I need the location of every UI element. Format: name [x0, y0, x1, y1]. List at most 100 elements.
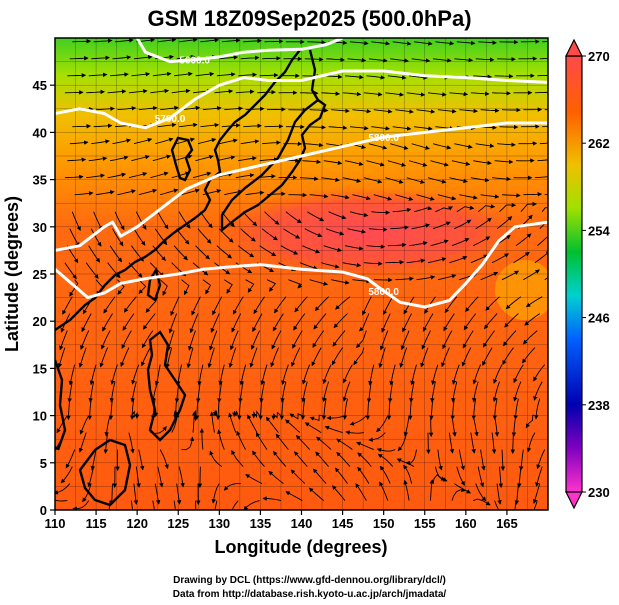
- streamline-arrow: [427, 92, 447, 97]
- streamline-arrow: [322, 364, 332, 385]
- streamline-arrow: [379, 465, 391, 484]
- streamline-arrow: [323, 245, 342, 252]
- x-tick-label: 130: [208, 516, 230, 531]
- streamline-arrow: [385, 260, 405, 265]
- streamline-arrow: [188, 330, 196, 351]
- streamline-arrow: [197, 466, 203, 489]
- streamline-arrow: [174, 71, 193, 77]
- y-axis-label: Latitude (degrees): [2, 196, 22, 352]
- streamline-arrow: [435, 206, 453, 213]
- colorbar-ticks: 230 238 246 254 262 270: [582, 49, 610, 500]
- streamline-arrow: [454, 219, 472, 230]
- streamline-arrow: [157, 38, 177, 43]
- streamline-arrow: [312, 468, 327, 484]
- streamline-arrow: [160, 188, 179, 196]
- streamline-arrow: [342, 262, 362, 268]
- contour-line: [55, 69, 548, 130]
- streamline-arrow: [93, 211, 103, 231]
- streamline-arrow: [240, 55, 260, 61]
- streamline-arrow: [472, 364, 482, 385]
- streamline-arrow: [224, 279, 233, 294]
- streamline-arrow: [409, 241, 428, 247]
- streamline-arrow: [290, 469, 306, 484]
- streamline-arrow: [90, 449, 97, 471]
- streamline-arrow: [522, 330, 538, 345]
- streamline-arrow: [273, 450, 287, 467]
- streamline-arrow: [533, 364, 546, 382]
- streamline-arrow: [102, 313, 113, 332]
- streamline-arrow: [459, 108, 479, 114]
- y-tick-label: 0: [40, 503, 47, 518]
- streamline-arrow: [536, 449, 546, 470]
- streamline-arrow: [133, 228, 146, 246]
- streamline-arrow: [142, 313, 156, 330]
- streamline-arrow: [342, 177, 362, 183]
- streamline-arrow: [332, 485, 346, 501]
- streamline-arrow: [86, 89, 106, 95]
- streamline-arrow: [420, 347, 429, 368]
- streamline-arrow: [371, 210, 391, 215]
- streamline-arrow: [449, 255, 468, 264]
- streamline-arrow: [117, 279, 125, 295]
- streamline-arrow: [130, 500, 134, 510]
- coastlines: [55, 49, 327, 507]
- streamline-arrow: [280, 245, 299, 255]
- streamline-arrow: [107, 262, 121, 279]
- streamline-arrow: [67, 157, 87, 162]
- streamline-arrow: [357, 466, 370, 484]
- streamline-arrow: [333, 313, 348, 329]
- streamline-arrow: [302, 159, 322, 165]
- streamline-arrow: [260, 364, 268, 386]
- streamline-arrow: [451, 364, 460, 385]
- streamline-arrow: [434, 466, 448, 482]
- streamline-arrow: [435, 41, 455, 46]
- x-tick-label: 145: [332, 516, 354, 531]
- streamline-arrow: [353, 347, 365, 366]
- streamline-arrow: [321, 91, 341, 96]
- streamline-arrow: [349, 211, 369, 218]
- coast-philippines: [146, 330, 187, 442]
- warm-patch-east: [495, 260, 548, 320]
- streamline-arrow: [496, 216, 513, 230]
- streamline-arrow: [80, 330, 90, 351]
- x-axis-label: Longitude (degrees): [214, 537, 387, 557]
- streamline-arrow: [368, 58, 388, 63]
- streamline-arrow: [235, 262, 253, 274]
- streamline-arrow: [154, 483, 161, 505]
- streamline-arrow: [406, 92, 426, 97]
- streamline-arrow: [321, 177, 340, 182]
- streamline-arrow: [285, 491, 303, 501]
- streamline-arrow: [357, 452, 372, 467]
- streamline-arrow: [501, 270, 520, 281]
- streamline-arrow: [91, 139, 110, 145]
- streamline-arrow: [178, 466, 185, 488]
- streamline-arrow: [403, 464, 413, 484]
- colorbar-tick-label: 238: [588, 398, 610, 413]
- streamline-arrow: [121, 330, 132, 349]
- streamline-arrow: [475, 57, 495, 62]
- streamline-arrow: [79, 415, 90, 435]
- streamline-arrow: [90, 228, 102, 247]
- streamline-arrow: [475, 217, 492, 230]
- x-tick-label: 135: [250, 516, 272, 531]
- streamline-arrow: [252, 313, 263, 333]
- streamline-arrow: [253, 296, 265, 315]
- streamline-arrow: [293, 313, 306, 331]
- streamline-arrow: [461, 347, 472, 367]
- streamline-arrow: [406, 177, 425, 184]
- streamline-arrow: [266, 279, 277, 292]
- streamline-arrow: [123, 296, 137, 313]
- streamline-arrow: [358, 313, 370, 332]
- streamline-arrow: [173, 154, 193, 162]
- streamline-arrow: [64, 90, 84, 95]
- streamline-arrow: [342, 364, 353, 384]
- streamline-arrow: [99, 347, 109, 368]
- streamline-arrow: [199, 428, 205, 450]
- streamline-arrow: [109, 483, 115, 506]
- y-tick-label: 40: [33, 125, 47, 140]
- streamline-arrow: [262, 496, 282, 502]
- streamline-arrow: [482, 347, 493, 366]
- streamline-arrow: [288, 279, 303, 289]
- streamline-arrow: [216, 72, 236, 77]
- streamline-arrow: [168, 313, 178, 334]
